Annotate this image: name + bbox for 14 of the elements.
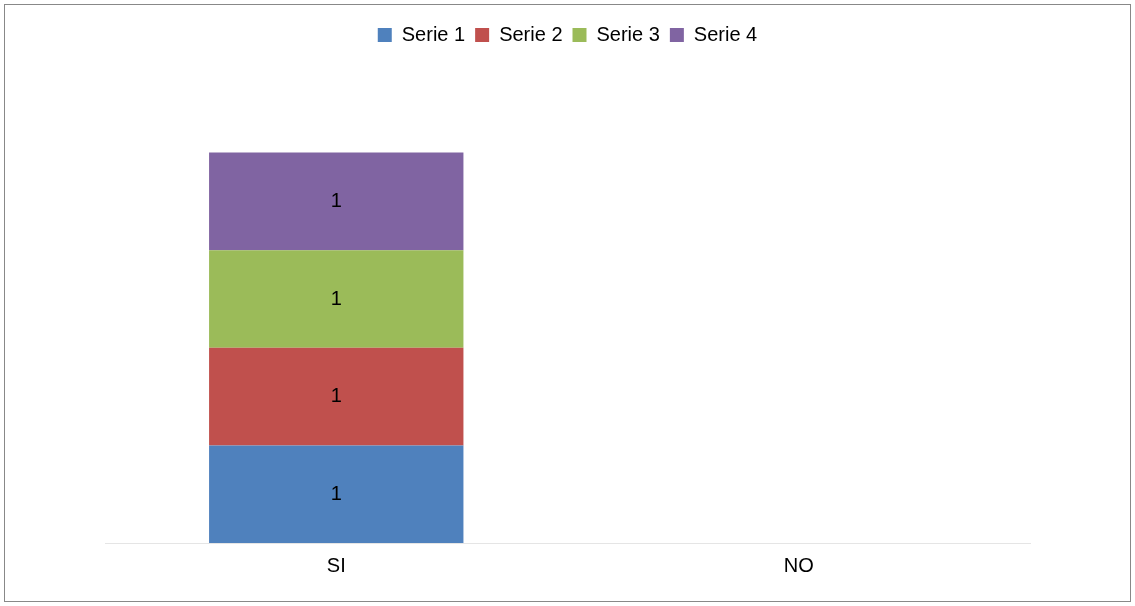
legend-label: Serie 2 [499,22,563,45]
data-label: 1 [330,188,342,211]
legend-label: Serie 4 [693,22,758,45]
data-label: 1 [330,481,342,504]
x-tick-label: SI [326,553,346,576]
data-label: 1 [330,286,342,309]
bar [209,347,464,446]
legend-label: Serie 3 [596,22,660,45]
x-tick-label: NO [783,553,814,576]
data-label: 1 [330,384,342,407]
bar [209,152,464,251]
bar [209,250,464,348]
legend-label: Serie 1 [401,22,466,45]
bar [209,445,464,543]
